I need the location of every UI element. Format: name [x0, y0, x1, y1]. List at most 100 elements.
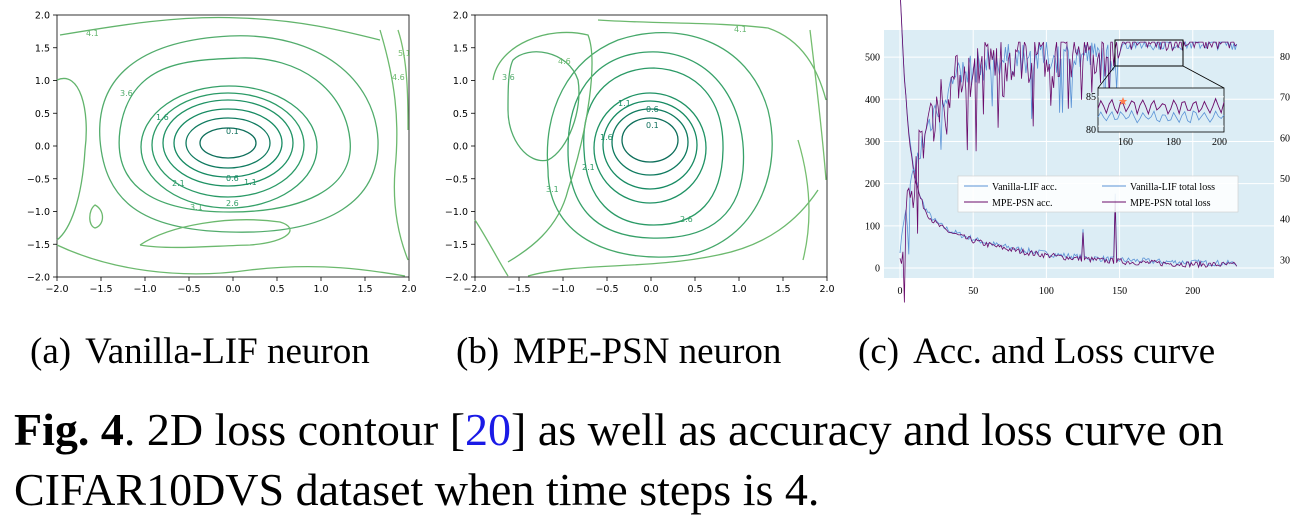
x-tick-label: 0 [898, 286, 903, 297]
inset-ytick: 85 [1086, 92, 1096, 103]
panel-c-curves: 0 50 100 150 200 500 400 300 200 100 0 80 70 60 50 40 30… [840, 0, 1290, 372]
contour-label: 0.1 [646, 121, 659, 130]
contour-value-labels: 0.1 0.6 1.1 1.6 2.1 2.6 3.1 3.6 4.1 4.6 [502, 25, 747, 224]
y-tick-label: −2.0 [445, 273, 468, 284]
contour-label: 3.6 [120, 89, 133, 98]
y-right-tick-label: 30 [1280, 255, 1290, 266]
plot-frame [56, 14, 410, 278]
y-tick-label: −1.0 [27, 207, 50, 218]
caption-text: ] as well as accuracy and loss curve on … [14, 404, 1224, 515]
x-tick-label: 200 [1185, 286, 1200, 297]
inset-frame [1097, 87, 1225, 133]
axis-ticks: −2.0 −1.5 −1.0 −0.5 0.0 0.5 1.0 1.5 2.0 2.0 1.5 1.0… [27, 11, 417, 296]
series-mpe-loss [900, 0, 1238, 269]
contour-label: 2.6 [680, 215, 693, 224]
x-tick-label: 0.5 [269, 284, 284, 295]
contour-label: 1.1 [244, 178, 257, 187]
contour-label: 2.6 [226, 199, 239, 208]
zoom-connector [1097, 65, 1116, 89]
y-tick-label: 1.0 [35, 76, 50, 87]
y-left-tick-label: 500 [865, 53, 880, 64]
y-left-tick-label: 100 [865, 221, 880, 232]
x-tick-label: −1.0 [551, 284, 574, 295]
legend-entry: MPE-PSN acc. [992, 198, 1053, 209]
subcaption-b: (b) MPE-PSN neuron [456, 330, 781, 373]
y-left-tick-label: 0 [875, 264, 880, 275]
y-right-tick-label: 50 [1280, 174, 1290, 185]
acc-loss-chart: 0 50 100 150 200 500 400 300 200 100 0 80 70 60 50 40 30… [865, 0, 1290, 303]
inset-xtick: 180 [1166, 137, 1181, 148]
y-tick-label: −2.0 [27, 273, 50, 284]
best-point-star-icon [1118, 97, 1128, 105]
inset-series-vanilla [1097, 109, 1225, 124]
x-tick-label: −2.0 [45, 284, 68, 295]
subcaption-tag: (b) [456, 331, 500, 372]
contour-label: 0.6 [226, 174, 239, 183]
x-tick-label: 100 [1039, 286, 1054, 297]
x-tick-label: 0.0 [225, 284, 240, 295]
contour-chart-b: 0.1 0.6 1.1 1.6 2.1 2.6 3.1 3.6 4.1 4.6 … [445, 11, 835, 296]
plot-background [884, 30, 1274, 278]
y-tick-label: 1.5 [453, 43, 468, 54]
panel-b-contour: 0.1 0.6 1.1 1.6 2.1 2.6 3.1 3.6 4.1 4.6 … [418, 0, 838, 373]
citation-link[interactable]: 20 [465, 404, 512, 455]
x-tick-label: 150 [1112, 286, 1127, 297]
subcaption-text: Acc. and Loss curve [913, 331, 1216, 372]
series-vanilla-acc [899, 40, 1238, 255]
y-tick-label: −0.5 [445, 174, 468, 185]
contour-label: 0.6 [646, 105, 659, 114]
x-tick-label: −2.0 [463, 284, 486, 295]
contour-label: 2.1 [582, 163, 595, 172]
x-tick-label: 2.0 [819, 284, 834, 295]
y-tick-label: 1.5 [35, 43, 50, 54]
legend-box [957, 175, 1239, 213]
y-left-tick-label: 400 [865, 95, 880, 106]
y-right-tick-label: 40 [1280, 215, 1290, 226]
subcaption-a: (a) Vanilla-LIF neuron [30, 330, 370, 373]
x-tick-label: 0.0 [643, 284, 658, 295]
y-left-tick-label: 200 [865, 179, 880, 190]
x-tick-label: −0.5 [595, 284, 618, 295]
contour-label: 3.1 [546, 185, 559, 194]
y-tick-label: −1.0 [445, 207, 468, 218]
x-tick-label: 1.5 [775, 284, 790, 295]
subcaption-text: MPE-PSN neuron [513, 331, 782, 372]
x-tick-label: 0.5 [687, 284, 702, 295]
y-right-tick-label: 80 [1280, 52, 1290, 63]
zoom-region-box [1114, 39, 1184, 67]
x-tick-label: −1.5 [89, 284, 112, 295]
contour-label: 3.1 [190, 203, 203, 212]
panel-a-contour: 0.1 0.6 1.1 1.6 2.1 2.6 3.1 3.6 4.1 4.6 … [0, 0, 420, 373]
subcaption-tag: (c) [858, 331, 900, 372]
axis-ticks: 0 50 100 150 200 500 400 300 200 100 0 80 70 60 50 40 30 [865, 52, 1290, 297]
y-left-tick-label: 300 [865, 137, 880, 148]
y-tick-label: 1.0 [453, 76, 468, 87]
legend-entry: MPE-PSN total loss [1130, 198, 1211, 209]
y-tick-label: 0.5 [453, 109, 468, 120]
subcaption-c: (c) Acc. and Loss curve [858, 330, 1215, 373]
y-tick-label: 2.0 [453, 11, 468, 22]
contour-label: 2.1 [172, 179, 185, 188]
contour-label: 4.1 [734, 25, 747, 34]
y-tick-label: −1.5 [445, 240, 468, 251]
legend: Vanilla-LIF acc. MPE-PSN acc. Vanilla-LI… [957, 175, 1239, 213]
contour-label: 1.1 [618, 99, 631, 108]
x-tick-label: 1.0 [313, 284, 328, 295]
x-tick-label: 2.0 [401, 284, 416, 295]
x-tick-label: 50 [968, 286, 978, 297]
y-tick-label: 0.0 [35, 142, 50, 153]
contour-label: 4.6 [558, 57, 571, 66]
axis-ticks: −2.0 −1.5 −1.0 −0.5 0.0 0.5 1.0 1.5 2.0 2.0 1.5 1.0… [445, 11, 835, 296]
contour-lines [56, 16, 409, 277]
inset-xtick: 160 [1118, 137, 1133, 148]
plot-frame [474, 14, 828, 278]
y-tick-label: 2.0 [35, 11, 50, 22]
caption-text: . 2D loss contour [ [123, 404, 466, 455]
figure-caption: Fig. 4. 2D loss contour [20] as well as … [14, 400, 1284, 520]
x-tick-label: −1.5 [507, 284, 530, 295]
legend-entry: Vanilla-LIF total loss [1130, 182, 1215, 193]
contour-lines [474, 19, 827, 277]
y-tick-label: −0.5 [27, 174, 50, 185]
contour-label: 5.1 [398, 49, 411, 58]
data-series [899, 0, 1238, 303]
